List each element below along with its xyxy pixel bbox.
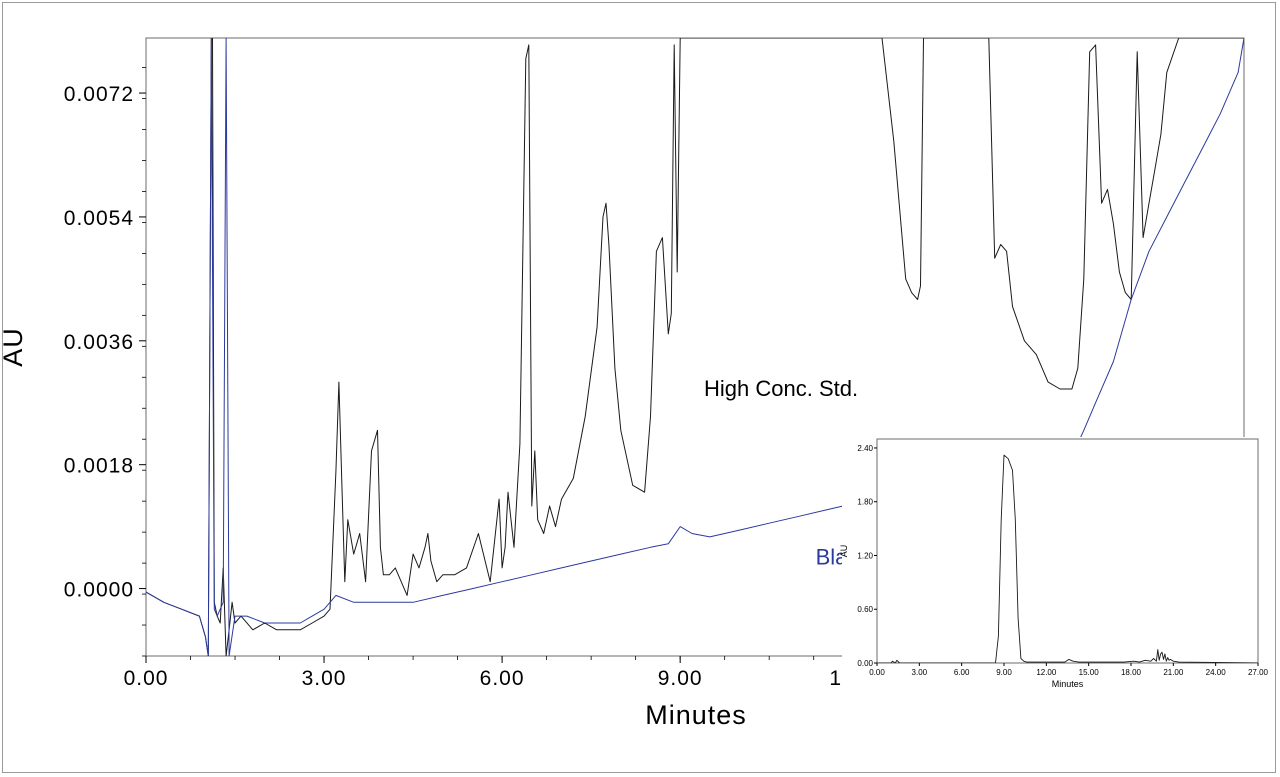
inset-y-tick-label: 1.80	[857, 498, 873, 507]
inset-x-tick-label: 6.00	[954, 668, 970, 677]
main-y-tick-label: 0.0000	[64, 579, 134, 602]
inset-x-tick-label: 12.00	[1036, 668, 1057, 677]
inset-y-tick-label: 0.00	[857, 659, 873, 668]
inset-y-tick-label: 0.60	[857, 605, 873, 614]
inset-x-tick-label: 18.00	[1121, 668, 1142, 677]
main-x-axis-title: Minutes	[645, 700, 747, 730]
inset-x-tick-label: 15.00	[1079, 668, 1100, 677]
inset-y-tick-label: 1.20	[857, 551, 873, 560]
main-annotation-1: High Conc. Std.	[704, 376, 858, 401]
inset-y-axis-title: AU	[839, 545, 849, 558]
inset-x-tick-label: 0.00	[869, 668, 885, 677]
main-x-tick-label: 6.00	[480, 667, 525, 690]
inset-x-tick-label: 21.00	[1163, 668, 1184, 677]
main-y-axis-title: AU	[0, 327, 28, 367]
main-series-line-1	[146, 38, 1244, 656]
main-x-tick-label: 9.00	[658, 667, 703, 690]
main-series-line-2	[146, 38, 1244, 656]
inset-plot-frame	[876, 438, 1259, 664]
inset-y-tick-label: 2.40	[857, 444, 873, 453]
inset-x-tick-label: 3.00	[912, 668, 928, 677]
main-y-tick-label: 0.0018	[64, 455, 134, 478]
inset-x-tick-label: 24.00	[1206, 668, 1227, 677]
inset-x-tick-label: 27.00	[1248, 668, 1269, 677]
inset-x-axis-title: Minutes	[1052, 679, 1084, 689]
inset-x-tick-label: 9.00	[996, 668, 1012, 677]
main-y-tick-label: 0.0054	[64, 207, 134, 230]
main-y-tick-label: 0.0036	[64, 331, 134, 354]
inset-series-line-1	[877, 454, 1258, 663]
main-y-tick-label: 0.0072	[64, 83, 134, 106]
main-x-tick-label: 3.00	[302, 667, 347, 690]
main-x-tick-label: 0.00	[124, 667, 169, 690]
